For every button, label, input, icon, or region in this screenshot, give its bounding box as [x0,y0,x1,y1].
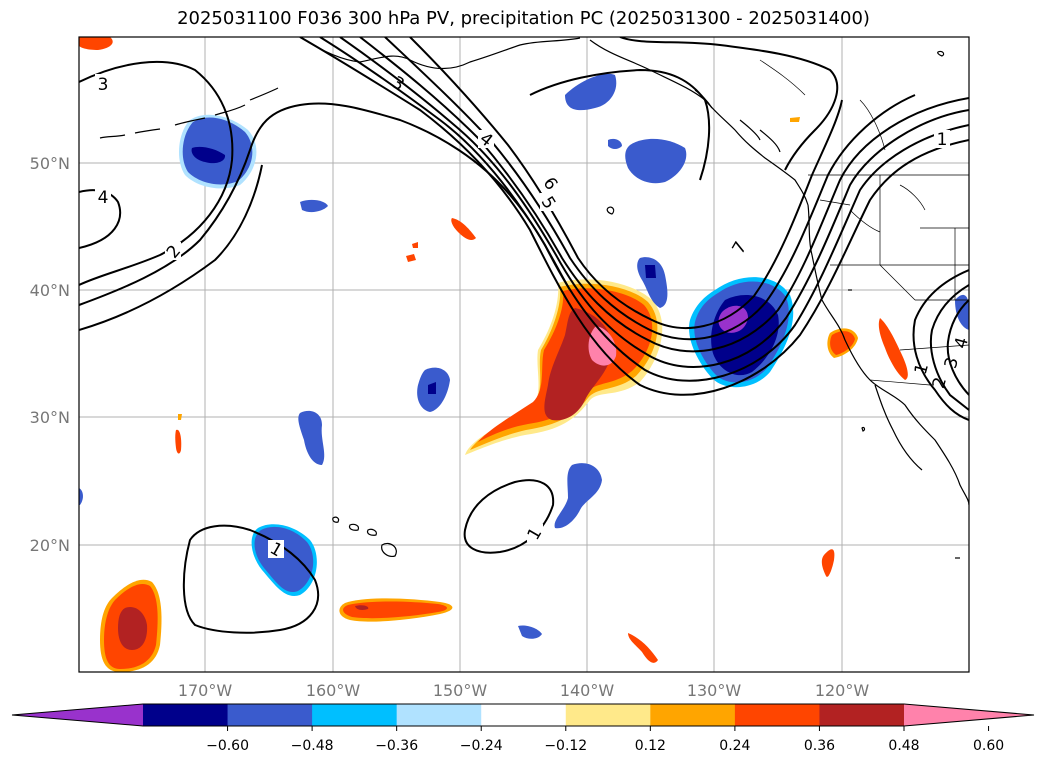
lat-label: 20°N [30,536,70,555]
colorbar-bin [819,704,905,726]
lon-label: 170°W [178,681,233,700]
colorbar-bin [481,704,567,726]
lat-label: 40°N [30,281,70,300]
colorbar-bin [734,704,820,726]
map-frame [78,36,970,673]
colorbar-bin [312,704,398,726]
longitude-labels: 170°W 160°W 150°W 140°W 130°W 120°W [178,681,870,700]
contour-label: 3 [941,355,963,371]
contour-label: 4 [98,188,109,208]
lon-label: 120°W [815,681,870,700]
colorbar-bin [565,704,651,726]
colorbar-arrow-right [904,704,1034,726]
contour-label: 1 [911,361,933,377]
lat-label: 50°N [30,154,70,173]
colorbar-tick-label: −0.12 [544,738,587,754]
colorbar-tick-label: −0.60 [206,738,249,754]
colorbar-bin [396,704,482,726]
colorbar-outline [11,703,1035,727]
contour-label: 3 [98,75,109,95]
colorbar-tick-label: 0.12 [635,738,666,754]
contour-label: 1 [937,130,948,150]
lon-label: 140°W [560,681,615,700]
lon-label: 150°W [433,681,488,700]
colorbar-tick-label: 0.24 [719,738,750,754]
colorbar-bin [143,704,229,726]
colorbar-tick-label: 0.48 [888,738,919,754]
colorbar-tick-label: 0.36 [804,738,835,754]
colorbar-tick-label: −0.24 [460,738,503,754]
latitude-labels: 50°N 40°N 30°N 20°N [30,154,70,555]
borders [759,59,969,386]
colorbar-tick-label: 0.60 [973,738,1004,754]
lon-label: 160°W [306,681,361,700]
colorbar-ticks: −0.60 −0.48 −0.36 −0.24 −0.12 0.12 0.24 0.36 0.4… [206,726,1004,754]
contour-label: 2 [929,375,951,391]
colorbar-tick-label: −0.36 [375,738,418,754]
colorbar-bins [143,704,905,726]
map-area: 3 4 2 3 4 6 5 7 1 1 1 1 2 3 4 [79,37,973,672]
map-title: 2025031100 F036 300 hPa PV, precipitatio… [177,8,870,29]
lon-label: 130°W [687,681,742,700]
colorbar-arrow-left [12,704,143,726]
contour-label: 4 [951,335,973,351]
pv-contour-labels: 3 4 2 3 4 6 5 7 1 1 1 1 2 3 4 [95,73,973,561]
colorbar-bin [227,704,313,726]
colorbar: −0.60 −0.48 −0.36 −0.24 −0.12 0.12 0.24 0.36 0.4… [11,703,1035,754]
lat-label: 30°N [30,408,70,427]
colorbar-bin [650,704,736,726]
colorbar-tick-label: −0.48 [291,738,334,754]
